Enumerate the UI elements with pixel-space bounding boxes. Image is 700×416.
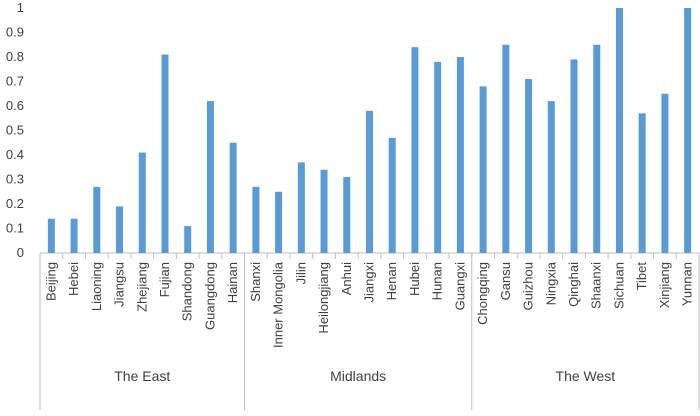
category-label: Hainan — [225, 262, 240, 303]
category-label: Qinghai — [566, 262, 581, 307]
category-label: Shanxi — [248, 262, 263, 302]
bar — [252, 186, 260, 253]
bar — [661, 93, 669, 253]
category-label: Sichuan — [611, 262, 626, 309]
category-label: Inner Mongolia — [271, 261, 286, 348]
category-label: Henan — [384, 262, 399, 300]
category-label: Gansu — [498, 262, 513, 300]
category-label: Hubei — [407, 262, 422, 296]
category-label: Jilin — [293, 262, 308, 284]
bar — [525, 79, 533, 253]
category-label: Guangxi — [452, 262, 467, 311]
category-label: Guangdong — [202, 262, 217, 330]
category-label: Liaoning — [89, 262, 104, 311]
category-label: Ningxia — [543, 261, 558, 305]
group-label: The West — [556, 368, 616, 384]
category-label: Anhui — [339, 262, 354, 295]
bar — [638, 113, 646, 253]
category-label: Hunan — [430, 262, 445, 300]
category-label: Shaanxi — [589, 262, 604, 309]
y-tick-label: 0.5 — [6, 123, 24, 138]
category-label: Xinjiang — [657, 262, 672, 308]
category-label: Hebei — [66, 262, 81, 296]
bar — [320, 169, 328, 253]
bar — [366, 110, 373, 254]
y-tick-label: 0.2 — [6, 196, 24, 211]
category-label: Zhejiang — [134, 262, 149, 312]
y-tick-label: 0.3 — [6, 172, 24, 187]
category-label: Fujian — [157, 262, 172, 297]
bar — [479, 86, 487, 254]
bar — [138, 152, 146, 253]
y-tick-label: 0 — [17, 245, 24, 260]
bar — [615, 8, 623, 253]
x-axis-labels: Beijing Hebei Liaoning Jiangsu Zhejiang Fujia… — [39, 253, 700, 348]
bar — [229, 142, 237, 253]
category-label: Heilongjiang — [316, 262, 331, 334]
bar — [547, 101, 555, 253]
y-tick-label: 0.6 — [6, 98, 24, 113]
bar — [388, 137, 396, 253]
category-label: Chongqing — [475, 262, 490, 325]
bar — [502, 44, 510, 253]
category-label: Guizhou — [521, 262, 536, 310]
bar — [343, 177, 351, 253]
category-label: Beijing — [43, 262, 58, 301]
category-label: Yunnan — [680, 262, 695, 306]
group-label: The East — [114, 368, 170, 384]
bars — [47, 8, 692, 254]
bar — [434, 61, 442, 254]
y-tick-label: 0.4 — [6, 147, 24, 162]
bar — [184, 226, 192, 253]
bar — [161, 54, 169, 253]
group-labels: The East Midlands The West — [39, 253, 700, 410]
bar — [684, 8, 692, 253]
y-tick-label: 0.9 — [6, 25, 24, 40]
y-tick-label: 0.1 — [6, 221, 24, 236]
y-axis-ticks: 0 0.1 0.2 0.3 0.4 0.5 0.6 0.7 0.8 0.9 1 — [6, 0, 24, 260]
group-label: Midlands — [330, 368, 386, 384]
y-tick-label: 1 — [17, 0, 24, 15]
bar — [570, 59, 578, 254]
bar — [275, 191, 283, 253]
category-label: Shandong — [180, 262, 195, 321]
bar — [593, 44, 601, 253]
bar — [116, 206, 124, 253]
category-label: Jiangxi — [362, 262, 377, 303]
category-label: Tibet — [634, 262, 649, 291]
bar — [47, 218, 55, 253]
y-tick-label: 0.8 — [6, 49, 24, 64]
bar — [70, 218, 78, 253]
bar — [93, 186, 101, 253]
y-tick-label: 0.7 — [6, 74, 24, 89]
bar — [456, 57, 464, 253]
bar — [297, 162, 305, 253]
category-label: Jiangsu — [112, 262, 127, 307]
bar — [411, 47, 419, 254]
bar — [206, 101, 214, 253]
